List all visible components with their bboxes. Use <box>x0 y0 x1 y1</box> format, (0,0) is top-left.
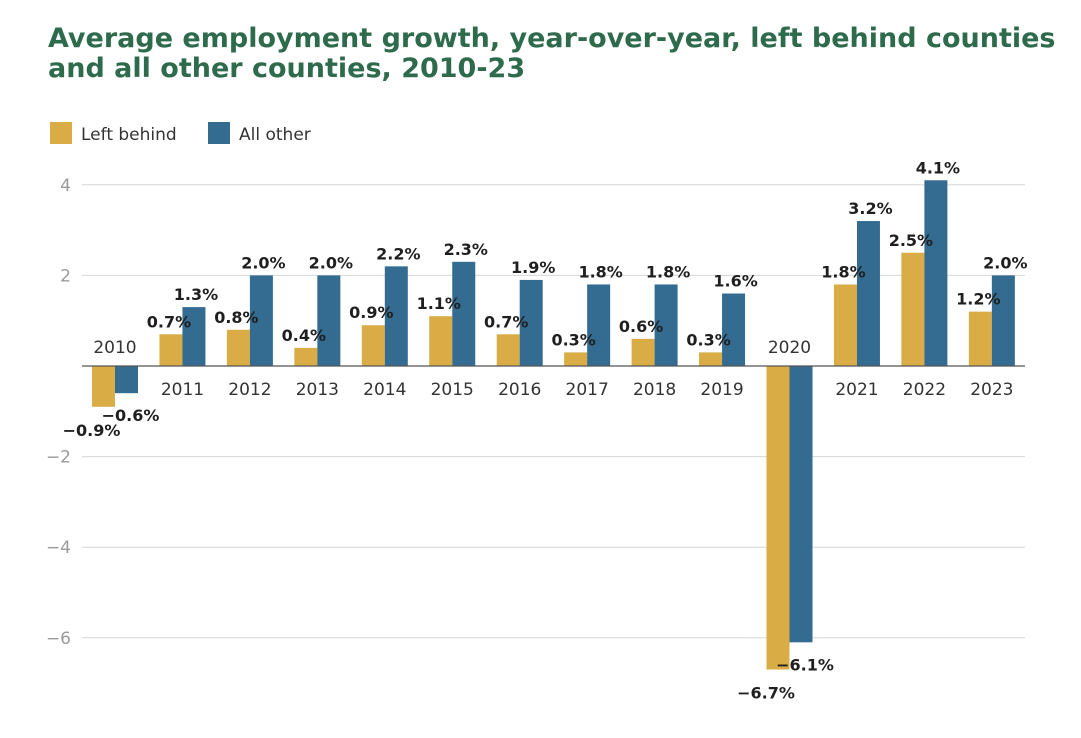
data-label: 0.3% <box>686 330 730 349</box>
data-labels: −0.9%−0.6% 0.7% 1.3% 0.8% 2.0% 0.4% 2.0% 0.9% 2.… <box>63 158 1028 702</box>
x-category-label: 2023 <box>970 380 1013 400</box>
data-label: −0.6% <box>102 406 160 425</box>
data-label: −6.1% <box>776 655 834 674</box>
bar-all-other-2011 <box>182 307 206 366</box>
x-category-label: 2016 <box>498 380 541 400</box>
bar-all-other-2014 <box>384 266 408 366</box>
bars <box>92 180 1015 670</box>
data-label: 0.6% <box>619 317 663 336</box>
data-label: 4.1% <box>916 158 960 177</box>
data-label: 3.2% <box>848 199 892 218</box>
x-category-label: 2022 <box>903 380 946 400</box>
bar-all-other-2013 <box>317 275 341 366</box>
data-label: 1.3% <box>174 285 218 304</box>
bar-left-behind-2011 <box>159 334 183 366</box>
bar-all-other-2017 <box>587 284 611 366</box>
bar-left-behind-2018 <box>631 338 655 366</box>
x-category-label: 2014 <box>363 380 406 400</box>
legend-label-all-other: All other <box>239 125 311 145</box>
x-category-label: 2017 <box>566 380 609 400</box>
data-label: 0.7% <box>484 312 528 331</box>
data-label: 0.7% <box>147 312 191 331</box>
bar-left-behind-2016 <box>496 334 520 366</box>
data-label: 2.0% <box>241 253 285 272</box>
data-label: 1.8% <box>578 262 622 281</box>
data-label: 1.9% <box>511 258 555 277</box>
legend-label-left-behind: Left behind <box>81 125 177 145</box>
bar-left-behind-2022 <box>901 252 925 366</box>
y-tick-label: −6 <box>46 629 71 649</box>
x-category-label: 2012 <box>228 380 271 400</box>
data-label: 2.2% <box>376 244 420 263</box>
data-label: 0.3% <box>551 330 595 349</box>
bar-all-other-2012 <box>249 275 273 366</box>
data-label: 0.9% <box>349 303 393 322</box>
data-label: −0.9% <box>63 421 121 440</box>
x-category-label: 2020 <box>768 338 811 358</box>
chart-title: Average employment growth, year-over-yea… <box>48 23 1056 84</box>
bar-left-behind-2010 <box>92 366 115 407</box>
data-label: 1.8% <box>646 262 690 281</box>
x-category-label: 2018 <box>633 380 676 400</box>
bar-all-other-2020 <box>789 366 813 643</box>
data-label: 2.5% <box>889 231 933 250</box>
bar-left-behind-2012 <box>226 329 250 366</box>
bar-all-other-2018 <box>654 284 678 366</box>
y-tick-label: 2 <box>60 266 71 286</box>
legend-swatch-left-behind <box>50 122 72 144</box>
y-tick-label: −2 <box>46 448 71 468</box>
x-category-label: 2019 <box>700 380 743 400</box>
bar-left-behind-2023 <box>968 311 992 366</box>
data-label: 0.8% <box>214 308 258 327</box>
y-tick-label: 4 <box>60 176 71 196</box>
bar-left-behind-2020 <box>766 366 790 670</box>
x-category-label: 2011 <box>161 380 204 400</box>
bar-all-other-2022 <box>924 180 948 366</box>
bar-left-behind-2014 <box>361 325 385 366</box>
bar-left-behind-2013 <box>294 347 318 366</box>
data-label: 1.1% <box>417 294 461 313</box>
bar-all-other-2016 <box>519 279 543 366</box>
data-label: 1.6% <box>713 272 757 291</box>
bar-all-other-2019 <box>722 293 746 366</box>
category-labels: 2010 2011 2012 2013 2014 2015 2016 2017 2018 2019… <box>93 338 1013 400</box>
bar-all-other-2023 <box>991 275 1015 366</box>
x-category-label: 2013 <box>296 380 339 400</box>
data-label: −6.7% <box>737 684 795 703</box>
legend-swatch-all-other <box>208 122 230 144</box>
x-category-label: 2015 <box>431 380 474 400</box>
y-tick-label: −4 <box>46 538 71 558</box>
bar-all-other-2015 <box>452 261 476 366</box>
bar-left-behind-2021 <box>833 284 857 366</box>
data-label: 0.4% <box>282 326 326 345</box>
bar-left-behind-2019 <box>699 352 723 366</box>
gridlines <box>82 184 1025 639</box>
bar-left-behind-2017 <box>564 352 588 366</box>
y-axis-ticks: 4 2 −2 −4 −6 <box>46 176 71 649</box>
x-category-label: 2010 <box>93 338 136 358</box>
bar-all-other-2010 <box>115 366 138 394</box>
data-label: 1.2% <box>956 290 1000 309</box>
legend: Left behind All other <box>50 122 311 145</box>
data-label: 2.0% <box>983 253 1027 272</box>
bar-all-other-2021 <box>856 221 880 366</box>
bar-left-behind-2015 <box>429 316 453 366</box>
data-label: 1.8% <box>821 262 865 281</box>
x-category-label: 2021 <box>835 380 878 400</box>
data-label: 2.0% <box>309 253 353 272</box>
data-label: 2.3% <box>444 240 488 259</box>
